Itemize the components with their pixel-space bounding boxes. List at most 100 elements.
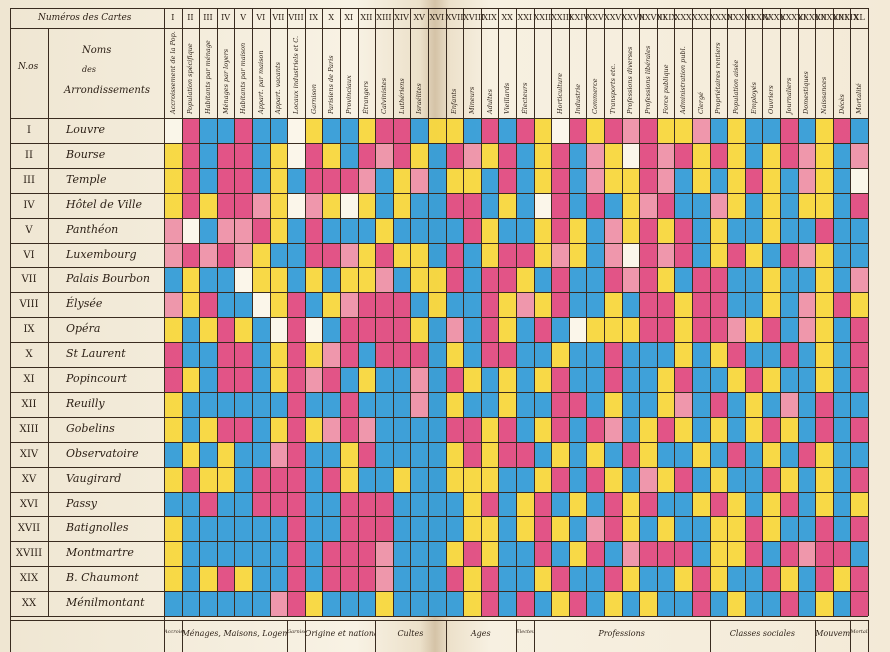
- heat-cell: [357, 391, 376, 418]
- heat-cell: [727, 192, 746, 219]
- heat-cell: [533, 217, 552, 243]
- row-number: XIX: [19, 573, 39, 585]
- heat-cell: [463, 541, 482, 567]
- heat-cell: [498, 391, 517, 418]
- heat-cell: [568, 242, 587, 268]
- heat-cell: [234, 292, 253, 318]
- heat-cell: [797, 242, 816, 268]
- heat-cell: [780, 118, 799, 144]
- heat-cell: [445, 591, 464, 617]
- heat-cell: [709, 516, 728, 542]
- heat-cell: [815, 292, 834, 318]
- heat-cell: [516, 541, 535, 567]
- heat-cell: [216, 317, 235, 343]
- heat-cell: [797, 591, 816, 617]
- heat-cell: [252, 142, 271, 169]
- heat-cell: [797, 118, 816, 144]
- column-number: XXX: [674, 13, 692, 22]
- heat-cell: [357, 466, 376, 492]
- column-number: XXIX: [656, 13, 678, 22]
- column-rule-top: [410, 8, 412, 28]
- heat-cell: [727, 142, 746, 169]
- heat-cell: [181, 342, 200, 368]
- heat-cell: [533, 391, 552, 418]
- heat-cell: [815, 142, 834, 169]
- heat-cell: [164, 416, 183, 443]
- heat-cell: [797, 466, 816, 492]
- heat-cell: [304, 541, 323, 567]
- heat-cell: [692, 217, 711, 243]
- heat-cell: [428, 167, 447, 194]
- heat-cell: [797, 192, 816, 219]
- heat-cell: [357, 441, 376, 468]
- heat-cell: [850, 516, 869, 542]
- heat-cell: [832, 217, 851, 243]
- heat-cell: [498, 591, 517, 617]
- column-number: XXVII: [621, 13, 646, 22]
- heat-cell: [181, 591, 200, 617]
- heat-cell: [392, 566, 411, 592]
- heat-cell: [375, 441, 394, 468]
- heat-cell: [304, 192, 323, 219]
- heat-cell: [252, 466, 271, 492]
- heat-cell: [234, 416, 253, 443]
- heat-cell: [269, 242, 288, 268]
- row-rule: [10, 441, 868, 443]
- heat-cell: [815, 242, 834, 268]
- heat-cell: [340, 242, 359, 268]
- heat-cell: [428, 491, 447, 517]
- heat-cell: [586, 466, 605, 492]
- heat-cell: [586, 491, 605, 517]
- heat-cell: [164, 192, 183, 219]
- heat-cell: [269, 167, 288, 194]
- heat-cell: [463, 317, 482, 343]
- heat-cell: [340, 142, 359, 169]
- heat-cell: [551, 142, 570, 169]
- heat-cell: [568, 491, 587, 517]
- heat-cell: [815, 217, 834, 243]
- heat-cell: [322, 167, 341, 194]
- column-number: XXXVII: [797, 13, 827, 22]
- heat-cell: [304, 118, 323, 144]
- heat-cell: [621, 391, 640, 418]
- heat-cell: [604, 591, 623, 617]
- heat-cell: [516, 142, 535, 169]
- heat-cell: [604, 516, 623, 542]
- column-rule: [674, 28, 676, 616]
- heat-cell: [850, 441, 869, 468]
- heat-cell: [850, 342, 869, 368]
- row-number: VI: [23, 249, 35, 261]
- heat-cell: [692, 267, 711, 293]
- heat-cell: [445, 541, 464, 567]
- heat-cell: [164, 441, 183, 468]
- row-number: III: [23, 174, 35, 186]
- heat-cell: [832, 416, 851, 443]
- heat-cell: [674, 516, 693, 542]
- heat-cell: [463, 367, 482, 393]
- heat-cell: [463, 217, 482, 243]
- heat-cell: [322, 292, 341, 318]
- heat-cell: [727, 441, 746, 468]
- heat-cell: [621, 192, 640, 219]
- column-label: Enfants: [450, 88, 459, 114]
- row-number: XX: [21, 598, 37, 610]
- heat-cell: [850, 416, 869, 443]
- heat-cell: [639, 342, 658, 368]
- heat-cell: [639, 416, 658, 443]
- heat-cell: [199, 267, 218, 293]
- column-rule: [621, 28, 623, 616]
- heat-cell: [709, 541, 728, 567]
- district-name: Opéra: [66, 322, 101, 336]
- heat-cell: [269, 516, 288, 542]
- heat-cell: [234, 466, 253, 492]
- heat-cell: [216, 466, 235, 492]
- heat-cell: [252, 566, 271, 592]
- district-name: Louvre: [66, 123, 105, 136]
- heat-cell: [621, 118, 640, 144]
- heat-cell: [340, 292, 359, 318]
- heat-cell: [480, 118, 499, 144]
- heat-cell: [516, 491, 535, 517]
- heat-cell: [744, 391, 763, 418]
- heat-cell: [604, 441, 623, 468]
- heat-cell: [199, 541, 218, 567]
